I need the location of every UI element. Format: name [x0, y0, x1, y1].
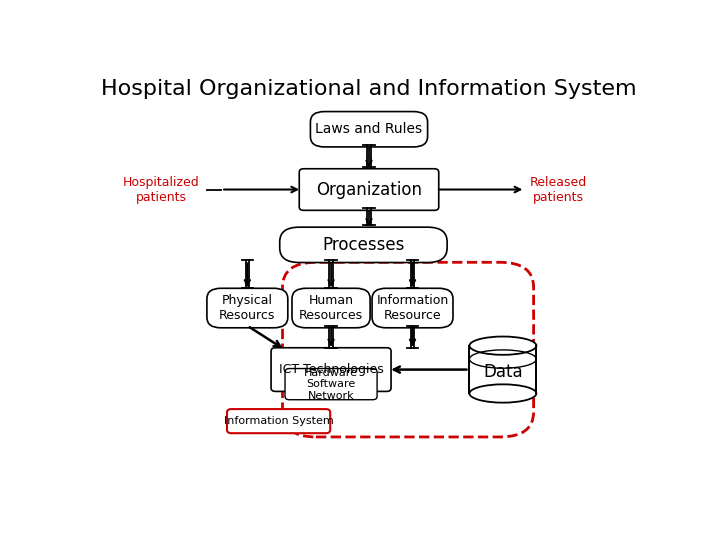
- Text: Data: Data: [483, 363, 523, 381]
- Text: Information
Resource: Information Resource: [377, 294, 449, 322]
- Text: Hospital Organizational and Information System: Hospital Organizational and Information …: [102, 79, 636, 99]
- FancyBboxPatch shape: [310, 112, 428, 147]
- FancyBboxPatch shape: [271, 348, 391, 392]
- Text: Human
Resources: Human Resources: [299, 294, 363, 322]
- Text: Hospitalized
patients: Hospitalized patients: [123, 176, 199, 204]
- Text: Organization: Organization: [316, 180, 422, 199]
- FancyBboxPatch shape: [285, 368, 377, 400]
- Text: Physical
Resourcs: Physical Resourcs: [219, 294, 276, 322]
- Ellipse shape: [469, 384, 536, 403]
- FancyBboxPatch shape: [207, 288, 288, 328]
- FancyBboxPatch shape: [279, 227, 447, 262]
- FancyBboxPatch shape: [300, 169, 438, 211]
- Text: Hardware
Software
Network: Hardware Software Network: [304, 368, 358, 401]
- Text: ICT Technologies: ICT Technologies: [279, 363, 384, 376]
- Text: Laws and Rules: Laws and Rules: [315, 122, 423, 136]
- Text: Processes: Processes: [323, 236, 405, 254]
- FancyBboxPatch shape: [292, 288, 370, 328]
- Text: Information System: Information System: [224, 416, 333, 426]
- Ellipse shape: [469, 336, 536, 355]
- Text: Released
patients: Released patients: [530, 176, 588, 204]
- Bar: [469, 346, 536, 394]
- FancyBboxPatch shape: [372, 288, 453, 328]
- FancyBboxPatch shape: [227, 409, 330, 433]
